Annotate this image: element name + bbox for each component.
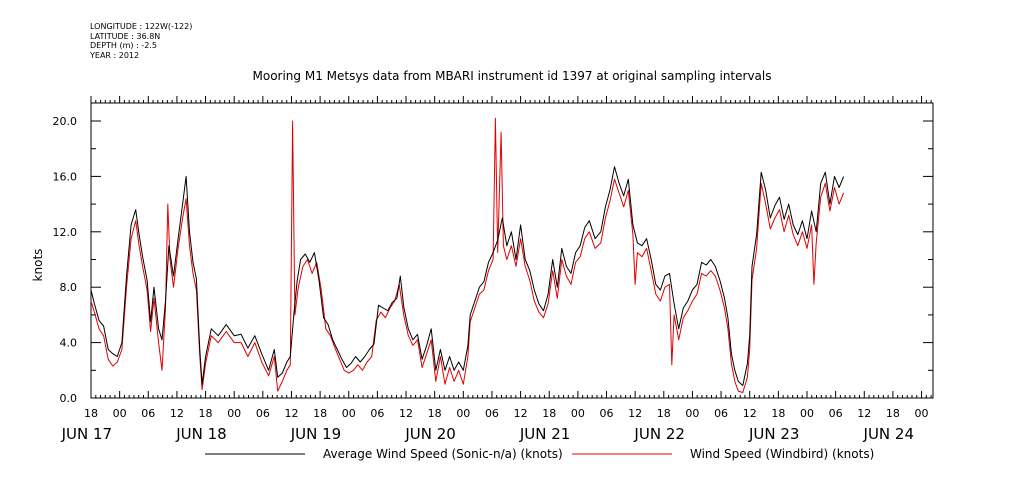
plot-frame xyxy=(90,102,934,399)
x-hour-label: 06 xyxy=(714,407,728,420)
x-hour-label: 18 xyxy=(657,407,671,420)
x-hour-label: 12 xyxy=(743,407,757,420)
legend: Average Wind Speed (Sonic-n/a) (knots) W… xyxy=(205,447,874,461)
x-day-label: JUN 18 xyxy=(175,425,226,443)
x-hour-label: 00 xyxy=(685,407,699,420)
x-hour-label: 00 xyxy=(915,407,929,420)
x-hour-label: 12 xyxy=(628,407,642,420)
series-line xyxy=(90,166,845,386)
x-hour-label: 18 xyxy=(84,407,98,420)
x-hour-label: 06 xyxy=(256,407,270,420)
x-hour-label: 06 xyxy=(141,407,155,420)
x-hour-label: 18 xyxy=(428,407,442,420)
x-day-label: JUN 22 xyxy=(633,425,684,443)
x-hour-label: 06 xyxy=(829,407,843,420)
legend-label-sonic: Average Wind Speed (Sonic-n/a) (knots) xyxy=(323,447,563,461)
chart-title: Mooring M1 Metsys data from MBARI instru… xyxy=(253,69,772,83)
y-tick-label: 12.0 xyxy=(53,226,78,239)
x-hour-label: 18 xyxy=(771,407,785,420)
y-tick-label: 20.0 xyxy=(53,115,78,128)
x-hour-label: 00 xyxy=(342,407,356,420)
x-hour-label: 06 xyxy=(370,407,384,420)
x-hour-label: 06 xyxy=(600,407,614,420)
x-hour-label: 00 xyxy=(113,407,127,420)
y-axis: 0.0 4.0 8.0 12.0 16.0 20.0 xyxy=(53,115,933,405)
x-hour-label: 12 xyxy=(284,407,298,420)
x-day-label: JUN 19 xyxy=(290,425,341,443)
x-hour-label: 12 xyxy=(170,407,184,420)
year-label: YEAR : 2012 xyxy=(90,50,140,60)
x-hour-label: 12 xyxy=(399,407,413,420)
x-day-label: JUN 20 xyxy=(404,425,455,443)
x-hour-label: 18 xyxy=(542,407,556,420)
y-tick-label: 8.0 xyxy=(60,281,78,294)
x-hour-label: 12 xyxy=(857,407,871,420)
y-tick-label: 4.0 xyxy=(60,337,78,350)
x-axis: 00 18 06 12 18 00 06 12 18 00 06 12 18 00 06 12 18 00 06 12… xyxy=(61,96,932,443)
longitude-label: LONGITUDE : 122W(-122) xyxy=(90,22,193,31)
x-hour-label: 18 xyxy=(313,407,327,420)
x-hour-label: 18 xyxy=(886,407,900,420)
legend-label-windbird: Wind Speed (Windbird) (knots) xyxy=(690,447,874,461)
x-hour-label: 12 xyxy=(514,407,528,420)
latitude-label: LATITUDE : 36.8N xyxy=(90,31,161,41)
x-day-label: JUN 17 xyxy=(61,425,112,443)
station-metadata: LONGITUDE : 122W(-122) LATITUDE : 36.8N … xyxy=(90,22,192,60)
x-hour-label: 00 xyxy=(227,407,241,420)
x-hour-label: 00 xyxy=(456,407,470,420)
x-day-label: JUN 21 xyxy=(519,425,570,443)
depth-label: DEPTH (m) : -2.5 xyxy=(90,41,157,50)
x-day-label: JUN 24 xyxy=(863,425,914,443)
x-hour-label: 06 xyxy=(485,407,499,420)
x-day-label: JUN 23 xyxy=(748,425,799,443)
series-layer xyxy=(90,117,845,393)
x-hour-label: 00 xyxy=(571,407,585,420)
x-hour-label: 18 xyxy=(199,407,213,420)
x-hour-label: 00 xyxy=(800,407,814,420)
y-axis-label: knots xyxy=(31,249,45,282)
y-tick-label: 0.0 xyxy=(60,392,78,405)
y-tick-label: 16.0 xyxy=(53,170,78,183)
